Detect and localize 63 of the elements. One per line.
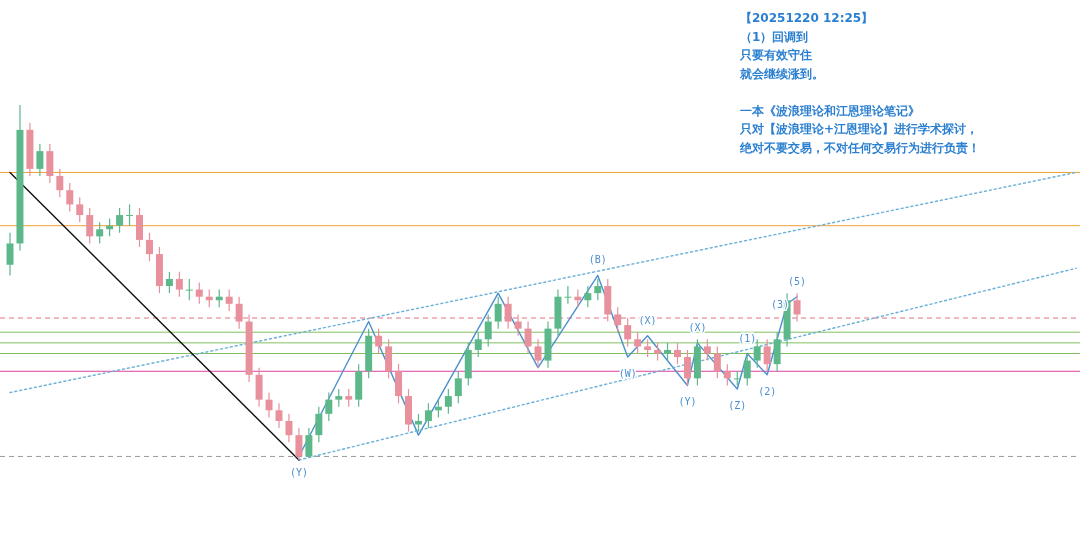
candlestick: [325, 391, 333, 422]
text: （1）回调到: [740, 29, 809, 44]
candlestick: [524, 320, 532, 355]
text: 就会继续涨到。: [739, 66, 824, 81]
candlestick: [793, 292, 801, 323]
candlestick: [56, 168, 64, 198]
candlestick: [683, 349, 691, 387]
candlestick: [753, 338, 761, 369]
candlestick: [195, 281, 203, 305]
candlestick: [723, 363, 731, 387]
annotation: (2): [758, 385, 777, 397]
candlestick: [564, 285, 572, 305]
annotation: (Y): [289, 467, 308, 479]
candlestick: [96, 221, 104, 245]
candlestick: [594, 278, 602, 301]
candlestick: [424, 402, 432, 429]
candlestick: [305, 427, 313, 458]
candlestick: [703, 338, 711, 362]
annotation: (X): [638, 314, 657, 326]
candlestick: [175, 271, 183, 298]
candlestick: [285, 413, 293, 443]
candlestick: [743, 352, 751, 387]
candlestick: [225, 289, 233, 312]
candlestick: [634, 331, 642, 355]
candlestick: [315, 406, 323, 443]
candlestick: [444, 388, 452, 415]
annotation: (Y): [678, 396, 697, 408]
candlestick: [484, 313, 492, 347]
candlestick: [76, 196, 84, 223]
annotation: (B): [588, 254, 607, 266]
candlestick: [584, 285, 592, 308]
candlestick: [763, 338, 771, 372]
candlestick: [185, 278, 193, 301]
candlestick: [454, 370, 462, 404]
candlestick: [36, 143, 44, 177]
candlestick: [614, 306, 622, 333]
candlestick: [534, 338, 542, 369]
candlestick: [86, 207, 94, 245]
candlestick: [295, 427, 303, 461]
candlestick: [116, 207, 124, 234]
candlestick: [66, 182, 74, 213]
annotation: 绝对不要交易，不对任何交易行为进行负责！: [739, 140, 980, 155]
text: 【20251220 12:25】: [740, 11, 874, 25]
candlestick: [235, 296, 243, 330]
candlestick: [145, 232, 153, 262]
candlestick: [165, 271, 173, 294]
candlestick: [494, 296, 502, 330]
candlestick: [265, 391, 273, 418]
annotation: 一本《波浪理论和江恩理论笔记》: [740, 103, 920, 118]
annotation: (5): [788, 275, 807, 287]
text: 只要有效守住: [739, 48, 812, 62]
candlestick: [474, 331, 482, 358]
annotation: (X): [688, 321, 707, 333]
candlestick: [126, 203, 134, 227]
candlestick: [624, 317, 632, 347]
candlestick: [375, 328, 383, 355]
candlestick: [713, 345, 721, 379]
annotation: 只对【波浪理论+江恩理论】进行学术探讨，: [739, 122, 979, 136]
candlestick: [504, 296, 512, 330]
annotation: (Z): [728, 400, 747, 411]
annotation: (1): [738, 332, 757, 344]
candlestick: [674, 342, 681, 365]
candlestick: [514, 313, 522, 337]
